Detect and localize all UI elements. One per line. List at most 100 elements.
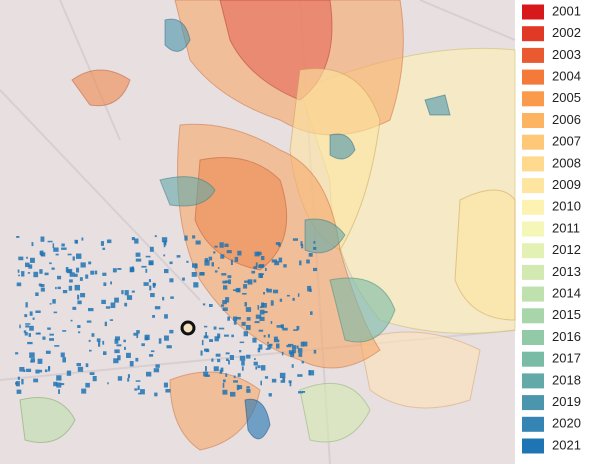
speckle: [258, 344, 263, 350]
speckle: [77, 366, 84, 372]
speckle: [86, 320, 92, 323]
speckle: [296, 325, 300, 330]
speckle: [271, 378, 277, 383]
speckle: [164, 335, 169, 341]
speckle: [74, 284, 80, 291]
speckle: [19, 367, 25, 372]
speckle: [233, 316, 238, 321]
legend-label: 2014: [552, 286, 581, 301]
burn-area: [164, 18, 191, 52]
speckle: [186, 260, 189, 263]
map: [0, 0, 516, 464]
speckle: [163, 241, 166, 245]
speckle: [254, 321, 260, 324]
speckle: [208, 256, 213, 261]
speckle: [29, 311, 33, 316]
speckle: [136, 335, 139, 339]
speckle: [30, 358, 35, 363]
speckle: [61, 247, 67, 250]
speckle: [246, 354, 251, 359]
legend-label: 2008: [552, 155, 581, 170]
burn-area: [359, 331, 481, 409]
speckle: [102, 340, 105, 345]
speckle: [253, 266, 258, 270]
speckle: [283, 264, 287, 268]
speckle: [39, 369, 43, 373]
speckle: [16, 236, 20, 238]
legend-swatch: [522, 91, 544, 107]
speckle: [33, 378, 39, 383]
speckle: [68, 285, 73, 291]
speckle: [246, 325, 251, 330]
speckle: [290, 352, 295, 357]
speckle: [266, 288, 272, 293]
speckle: [146, 371, 152, 377]
speckle: [169, 278, 174, 283]
legend-swatch: [522, 395, 544, 411]
speckle: [75, 240, 78, 244]
speckle: [233, 380, 238, 383]
speckle: [24, 314, 28, 318]
legend-swatch: [522, 26, 544, 42]
speckle: [224, 334, 229, 337]
speckle: [164, 314, 168, 319]
speckle: [220, 367, 224, 372]
speckle: [219, 242, 224, 248]
speckle: [286, 344, 292, 348]
speckle: [274, 261, 280, 266]
speckle: [313, 241, 316, 244]
speckle: [233, 289, 238, 291]
speckle: [62, 330, 67, 332]
speckle: [221, 273, 227, 276]
legend: 2001 2002 2003 2004 2005 2006 2007 2008 2009 2010…: [522, 3, 581, 454]
speckle: [253, 361, 258, 366]
legend-swatch: [522, 199, 544, 215]
speckle: [203, 371, 209, 377]
speckle: [80, 293, 86, 298]
speckle: [225, 297, 230, 303]
speckle: [40, 236, 45, 242]
speckle: [17, 376, 20, 380]
speckle: [30, 360, 33, 363]
speckle: [70, 319, 73, 322]
speckle: [226, 358, 229, 361]
speckle: [60, 352, 65, 358]
legend-label: 2016: [552, 329, 581, 344]
speckle: [117, 355, 121, 361]
speckle: [257, 365, 261, 369]
speckle: [211, 262, 214, 267]
speckle: [112, 268, 117, 273]
speckle: [32, 317, 35, 320]
speckle: [154, 392, 158, 397]
speckle: [165, 389, 171, 393]
speckle: [25, 262, 30, 268]
speckle: [239, 341, 245, 344]
speckle: [102, 272, 107, 276]
speckle: [88, 308, 94, 312]
speckle: [29, 352, 35, 358]
speckle: [313, 247, 317, 250]
legend-label: 2004: [552, 69, 581, 84]
speckle: [110, 281, 112, 285]
speckle: [19, 324, 21, 329]
speckle: [192, 263, 197, 268]
speckle: [25, 323, 31, 325]
speckle: [60, 383, 65, 386]
speckle: [28, 264, 33, 269]
legend-swatch: [522, 47, 544, 63]
speckle: [195, 240, 201, 245]
speckle: [313, 349, 317, 354]
legend-swatch: [522, 351, 544, 367]
speckle: [205, 366, 207, 372]
speckle: [144, 334, 150, 340]
speckle: [288, 380, 292, 384]
speckle: [273, 336, 278, 341]
speckle: [282, 327, 288, 331]
speckle: [276, 343, 280, 349]
speckle: [279, 372, 286, 379]
speckle: [105, 306, 111, 309]
speckle: [221, 304, 225, 307]
location-marker: [180, 320, 196, 336]
speckle: [81, 237, 84, 241]
speckle: [35, 369, 40, 374]
